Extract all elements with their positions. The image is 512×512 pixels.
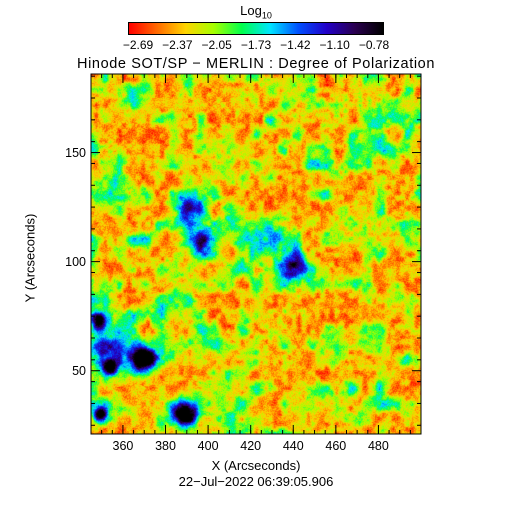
colorbar-tick-label: −1.42	[280, 38, 311, 52]
x-tick-label: 460	[325, 439, 347, 453]
x-tick-label: 380	[155, 439, 176, 453]
x-tick-label: 360	[112, 439, 134, 453]
polarization-heatmap	[91, 74, 421, 434]
x-tick-label: 440	[282, 439, 304, 453]
chart-title: Hinode SOT/SP − MERLIN : Degree of Polar…	[77, 56, 435, 72]
x-tick-label: 420	[240, 439, 262, 453]
colorbar-label-main: Log	[240, 3, 262, 18]
x-tick-label: 400	[197, 439, 219, 453]
colorbar	[128, 22, 384, 35]
colorbar-tick-label: −1.73	[240, 38, 272, 52]
y-tick-label: 150	[65, 145, 86, 160]
x-axis-label: X (Arcseconds)	[211, 458, 301, 473]
colorbar-tick-label: −0.78	[358, 38, 390, 52]
date-stamp: 22−Jul−2022 06:39:05.906	[178, 474, 334, 489]
colorbar-label: Log10	[0, 3, 512, 21]
colorbar-tick-label: −2.05	[201, 38, 232, 52]
colorbar-tick-label: −1.10	[319, 38, 350, 52]
colorbar-tick-label: −2.69	[122, 38, 154, 52]
y-axis-label: Y (Arcseconds)	[22, 213, 38, 303]
y-tick-label: 100	[65, 254, 86, 269]
x-tick-label: 480	[367, 439, 389, 453]
y-tick-label: 50	[72, 363, 86, 378]
colorbar-tick-label: −2.37	[162, 38, 193, 52]
colorbar-label-subscript: 10	[261, 10, 272, 21]
